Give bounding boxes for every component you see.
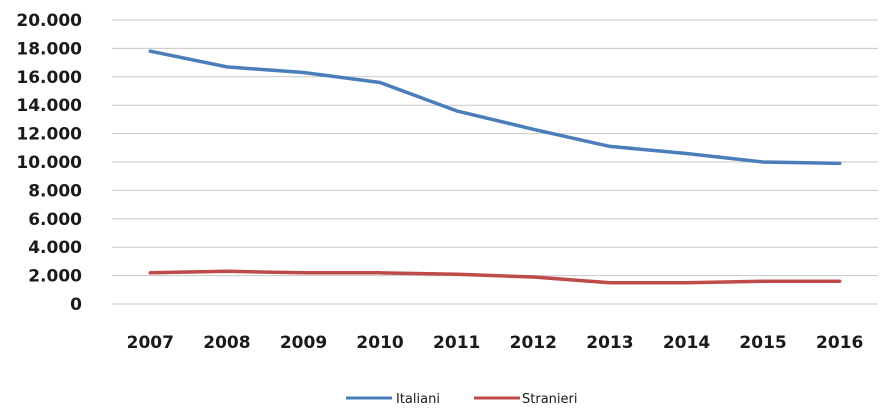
x-tick-label: 2007 — [127, 333, 174, 353]
y-tick-label: 8.000 — [28, 181, 82, 201]
y-tick-label: 14.000 — [16, 96, 82, 116]
y-tick-label: 0 — [70, 295, 82, 315]
y-tick-label: 12.000 — [16, 125, 82, 145]
y-tick-label: 6.000 — [28, 210, 82, 230]
y-tick-label: 18.000 — [16, 39, 82, 59]
x-tick-label: 2009 — [280, 333, 327, 353]
legend-label: Italiani — [396, 392, 440, 407]
legend-label: Stranieri — [522, 392, 577, 407]
legend: Italiani Stranieri — [346, 392, 577, 407]
y-tick-label: 16.000 — [16, 68, 82, 88]
y-tick-label: 2.000 — [28, 267, 82, 287]
x-tick-label: 2016 — [816, 333, 863, 353]
y-tick-label: 10.000 — [16, 153, 82, 173]
x-tick-label: 2014 — [663, 333, 710, 353]
legend-item-stranieri: Stranieri — [474, 392, 577, 407]
series-lines — [148, 49, 842, 285]
series-line-italiani — [148, 49, 842, 166]
gridlines — [112, 19, 878, 305]
x-tick-label: 2008 — [203, 333, 250, 353]
legend-item-italiani: Italiani — [346, 392, 440, 407]
x-tick-label: 2013 — [586, 333, 633, 353]
series-line-stranieri — [148, 269, 842, 285]
x-tick-label: 2011 — [433, 333, 480, 353]
y-tick-label: 4.000 — [28, 238, 82, 258]
x-tick-label: 2012 — [510, 333, 557, 353]
x-axis-tick-labels: 2007 2008 2009 2010 2011 2012 2013 2014 2015 2016 — [127, 333, 864, 353]
x-tick-label: 2010 — [356, 333, 403, 353]
y-tick-label: 20.000 — [16, 11, 82, 31]
y-axis-tick-labels: 0 2.000 4.000 6.000 8.000 10.000 12.000 14.000 1… — [16, 11, 82, 315]
x-tick-label: 2015 — [739, 333, 786, 353]
